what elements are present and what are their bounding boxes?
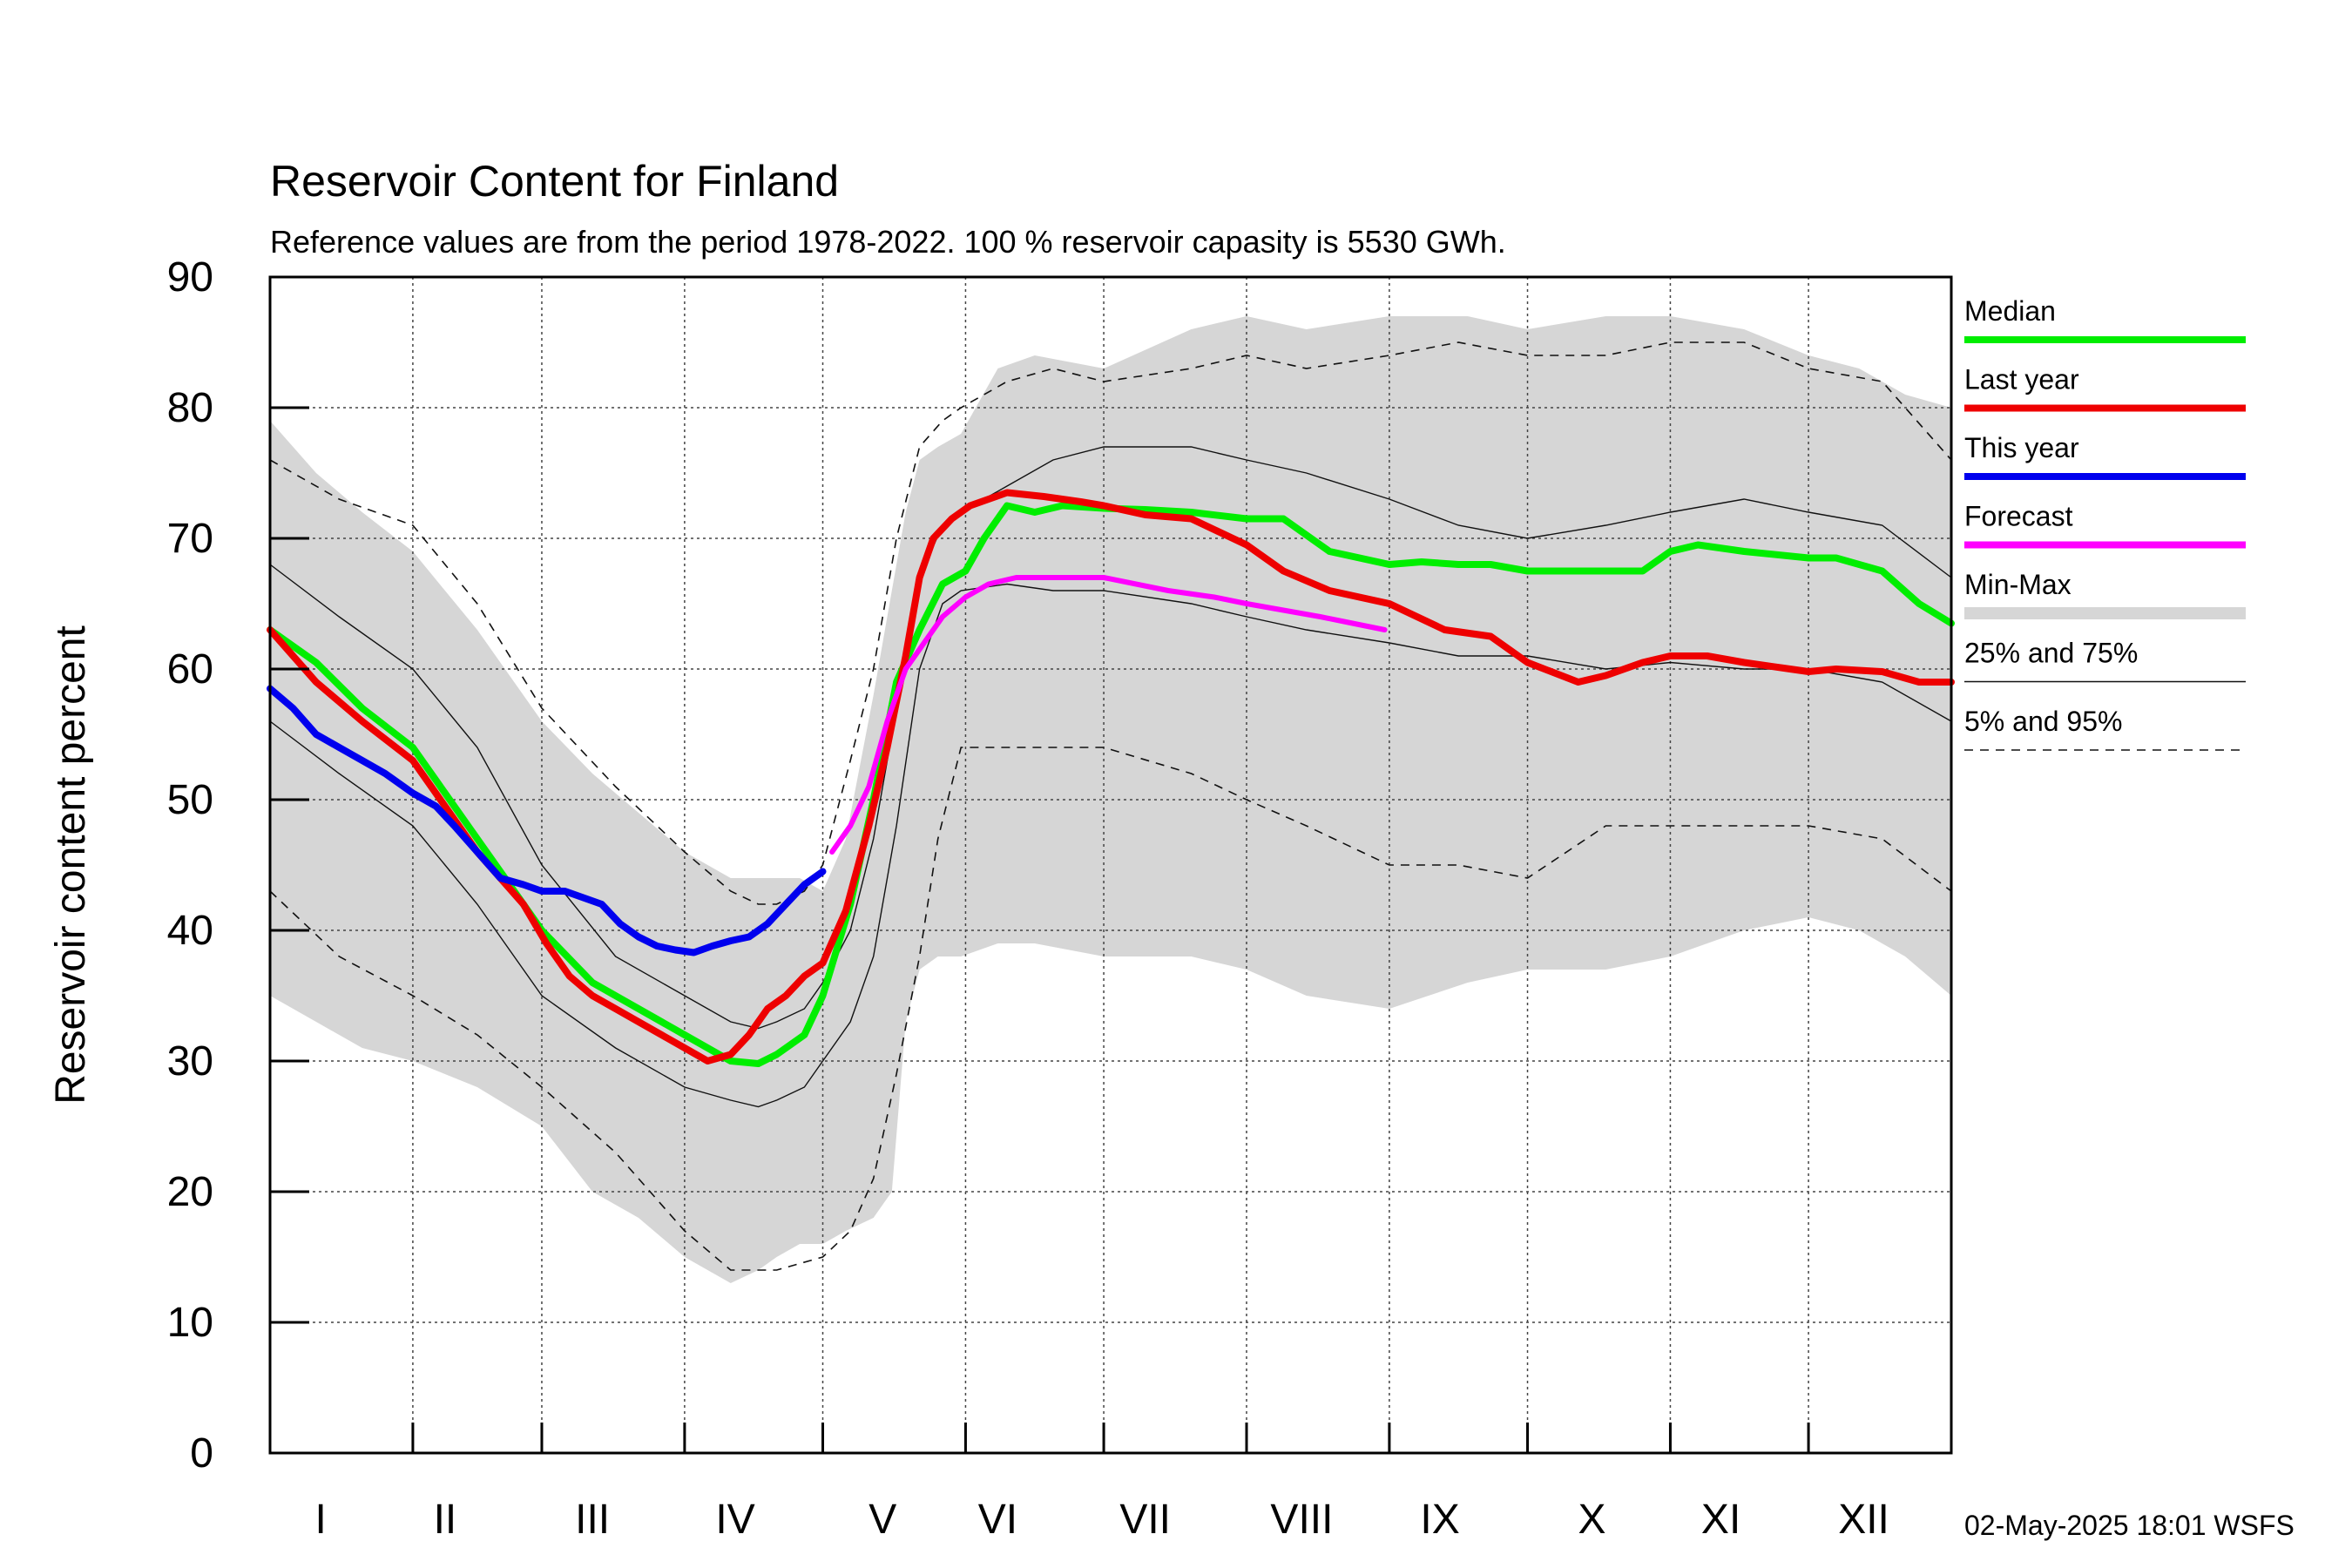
p95-line <box>269 341 1952 905</box>
legend-label: Min-Max <box>1964 569 2072 600</box>
x-tick-label: VIII <box>1270 1497 1333 1543</box>
last-year-line <box>267 489 1955 1064</box>
timestamp: 02-May-2025 18:01 WSFS <box>1964 1510 2295 1541</box>
plot-frame <box>268 275 1953 1455</box>
chart-title: Reservoir Content for Finland <box>270 157 839 206</box>
y-tick-label: 70 <box>167 516 213 562</box>
x-tick-label: VII <box>1119 1497 1171 1543</box>
p25-line <box>269 583 1952 1108</box>
x-tick-label: V <box>868 1497 896 1543</box>
x-tick-label: III <box>575 1497 610 1543</box>
p5-line <box>269 747 1952 1271</box>
series-layer <box>267 489 1955 1067</box>
y-tick-label: 80 <box>167 385 213 431</box>
x-tick-label: I <box>314 1497 326 1543</box>
x-axis-ticks: I II III IV V VI VII VIII IX X XI XII <box>314 1423 1889 1543</box>
y-axis-ticks: 0 10 20 30 40 50 60 70 80 90 <box>167 254 309 1477</box>
x-tick-label: IV <box>715 1497 754 1543</box>
x-tick-label: II <box>434 1497 457 1543</box>
y-tick-label: 0 <box>190 1430 213 1477</box>
y-axis-label: Reservoir content percent <box>48 625 94 1105</box>
y-tick-label: 90 <box>167 254 213 301</box>
legend-label: 25% and 75% <box>1964 638 2138 669</box>
x-tick-label: IX <box>1420 1497 1459 1543</box>
legend-label: Median <box>1964 295 2056 327</box>
y-tick-label: 40 <box>167 908 213 954</box>
y-tick-label: 20 <box>167 1169 213 1215</box>
plot-area <box>267 275 1955 1455</box>
median-line <box>267 502 1955 1067</box>
x-tick-label: X <box>1578 1497 1606 1543</box>
legend-label: Forecast <box>1964 501 2073 532</box>
x-tick-label: XI <box>1701 1497 1740 1543</box>
y-tick-label: 60 <box>167 646 213 693</box>
legend-label: 5% and 95% <box>1964 706 2122 737</box>
forecast-line <box>829 575 1388 855</box>
x-tick-label: VI <box>978 1497 1017 1543</box>
y-tick-label: 30 <box>167 1038 213 1085</box>
x-tick-label: XII <box>1838 1497 1889 1543</box>
y-tick-label: 10 <box>167 1300 213 1346</box>
chart-subtitle: Reference values are from the period 197… <box>270 224 1506 260</box>
this-year-line <box>267 685 827 956</box>
legend: Median Last year This year Forecast Min-Max 2… <box>1964 295 2246 751</box>
y-tick-label: 50 <box>167 777 213 823</box>
legend-label: This year <box>1964 432 2079 463</box>
legend-label: Last year <box>1964 364 2079 395</box>
